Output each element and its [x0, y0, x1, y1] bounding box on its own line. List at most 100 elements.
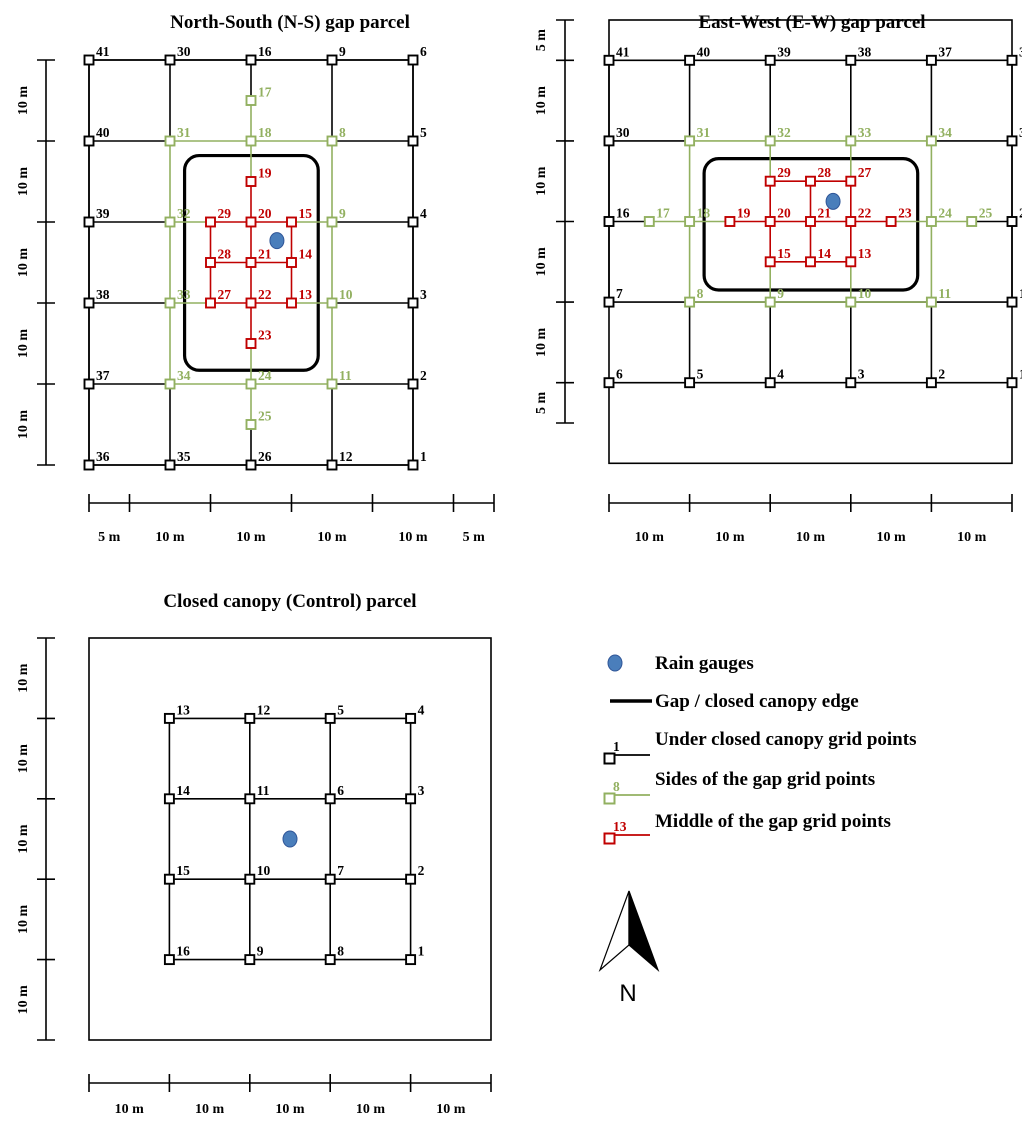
ctrl-grid-point: [324, 712, 336, 724]
ns-point-label: 12: [339, 449, 353, 464]
ns-point-label: 31: [177, 125, 191, 140]
legend-middle-label: Middle of the gap grid points: [655, 811, 891, 832]
ns-y-dim-label: 10 m: [16, 86, 31, 116]
ew-grid-point: [764, 256, 776, 268]
ns-grid-point: [326, 135, 338, 147]
ns-grid-point: [407, 135, 419, 147]
ns-grid-point: [164, 54, 176, 66]
legend-edge-label: Gap / closed canopy edge: [655, 691, 859, 712]
ns-grid-point: [407, 459, 419, 471]
ns-point-label: 8: [339, 125, 346, 140]
ns-point-label: 18: [258, 125, 272, 140]
ns-grid-point: [164, 297, 176, 309]
ew-grid-point: [966, 216, 978, 227]
ns-grid-point: [407, 54, 419, 66]
ctrl-grid-point: [324, 873, 336, 885]
ew-point-label: 8: [697, 286, 704, 301]
ns-grid-point: [245, 257, 257, 268]
ctrl-grid-point: [324, 793, 336, 805]
ns-point-label: 30: [177, 44, 191, 59]
ew-point-label: 9: [777, 286, 784, 301]
ns-grid-point: [245, 216, 257, 228]
ew-grid-point: [845, 296, 857, 308]
ns-x-dim-label: 5 m: [98, 530, 121, 545]
ns-grid-point: [245, 338, 257, 349]
ew-grid-point: [925, 216, 937, 227]
ew-point-label: 5: [697, 367, 704, 382]
ns-grid-point: [83, 378, 95, 390]
ns-point-label: 27: [218, 287, 232, 302]
ew-x-dim-label: 10 m: [796, 530, 826, 545]
ew-point-label: 33: [858, 125, 872, 140]
ns-grid-point: [286, 297, 297, 309]
ew-y-dim-label: 10 m: [534, 327, 549, 357]
ctrl-point-label: 9: [257, 944, 264, 959]
ew-point-label: 35: [1019, 125, 1022, 140]
ctrl-grid-point: [405, 954, 417, 966]
ns-grid-point: [326, 54, 338, 66]
ctrl-grid-point: [405, 712, 417, 724]
ew-y-dim-label: 10 m: [534, 247, 549, 277]
ew-point-label: 34: [938, 125, 952, 140]
ew-title: East-West (E-W) gap parcel: [698, 12, 925, 33]
ew-grid-point: [845, 54, 857, 66]
ns-y-dim-label: 10 m: [16, 167, 31, 197]
ns-point-label: 16: [258, 44, 272, 59]
ctrl-x-dim-label: 10 m: [195, 1102, 225, 1117]
ns-grid-point: [164, 459, 176, 471]
ew-point-label: 40: [697, 44, 711, 59]
ctrl-grid-point: [244, 873, 256, 885]
ew-point-label: 18: [697, 206, 711, 221]
ns-x-dim-label: 5 m: [463, 530, 486, 545]
ns-grid-point: [407, 297, 419, 309]
ew-grid-point: [1006, 377, 1018, 389]
ew-grid-point: [603, 296, 615, 308]
ns-grid-point: [83, 54, 95, 66]
ew-grid-point: [684, 54, 696, 66]
ew-x-dim-label: 10 m: [877, 530, 907, 545]
ew-point-label: 13: [858, 246, 872, 261]
ew-point-label: 37: [938, 44, 952, 59]
ew-grid-point: [1006, 296, 1018, 308]
ctrl-point-label: 5: [337, 702, 344, 717]
ew-point-label: 17: [656, 206, 670, 221]
control-parcel: 13 12 5 4 14 11 6 3 15 10 7 2 16 9 8 1 10 m 10 m 10 m 10 m 1…: [16, 637, 492, 1117]
ns-point-label: 38: [96, 287, 110, 302]
ns-point-label: 20: [258, 206, 272, 221]
ns-grid-point: [245, 297, 257, 309]
ew-point-label: 21: [818, 206, 832, 221]
legend-closed-marker-icon: [603, 752, 616, 765]
ns-point-label: 14: [299, 247, 313, 262]
ew-point-label: 31: [697, 125, 711, 140]
ctrl-title: Closed canopy (Control) parcel: [163, 591, 416, 612]
ew-point-label: 2: [938, 367, 945, 382]
ctrl-point-label: 14: [176, 783, 190, 798]
ew-grid-point: [643, 216, 655, 227]
ns-point-label: 3: [420, 287, 427, 302]
ns-point-label: 29: [218, 206, 232, 221]
ew-grid-point: [764, 377, 776, 389]
ctrl-grid-point: [163, 793, 175, 805]
ns-x-dim-label: 10 m: [236, 530, 266, 545]
legend-closed-number: 1: [613, 739, 620, 754]
ew-grid-point: [724, 216, 736, 227]
legend-middle-number: 13: [613, 819, 627, 834]
ew-grid-point: [684, 135, 696, 147]
ctrl-y-dim-label: 10 m: [16, 663, 31, 693]
ns-grid-point: [205, 257, 216, 268]
ew-point-label: 11: [938, 286, 951, 301]
ns-grid-point: [245, 54, 257, 66]
ew-grid-point: [925, 296, 937, 308]
ns-grid-point: [245, 419, 257, 430]
ctrl-grid-point: [405, 793, 417, 805]
ew-point-label: 39: [777, 44, 791, 59]
legend-middle-marker-icon: [603, 832, 616, 845]
ns-grid-point: [286, 257, 297, 268]
ew-x-dim-label: 10 m: [635, 530, 665, 545]
ns-y-dim-label: 10 m: [16, 410, 31, 440]
ns-grid-point: [245, 378, 257, 390]
legend-closed-label: Under closed canopy grid points: [655, 729, 916, 750]
legend-sides-marker-icon: [603, 792, 616, 805]
